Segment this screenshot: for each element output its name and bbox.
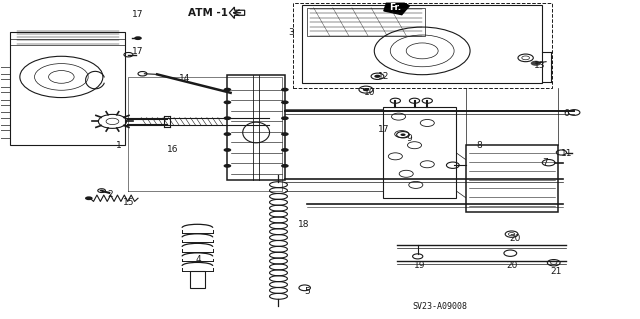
Circle shape [223,100,231,104]
Text: 21: 21 [550,267,562,276]
Circle shape [531,61,541,66]
Bar [189,271,205,288]
Text: 3: 3 [289,28,294,37]
Bar [302,4,541,83]
Text: 19: 19 [414,261,426,271]
Circle shape [223,116,231,120]
Text: SV23-A09008: SV23-A09008 [413,302,468,311]
Circle shape [281,132,289,136]
Bar [466,145,558,212]
Circle shape [223,88,231,92]
Text: 12: 12 [378,72,390,81]
Bar [0,118,10,125]
Text: 20: 20 [509,234,521,243]
Text: 17: 17 [132,47,144,56]
Text: 10: 10 [364,88,376,97]
Circle shape [281,100,289,104]
Circle shape [223,148,231,152]
Circle shape [134,36,142,40]
Bar [0,130,10,138]
Circle shape [100,190,104,192]
Bar [307,8,426,36]
Text: 14: 14 [179,74,190,83]
Bar [383,107,456,197]
Text: 9: 9 [406,134,412,143]
Text: 1: 1 [116,141,122,150]
Text: 17: 17 [132,11,144,19]
Circle shape [281,148,289,152]
Bar [0,105,10,113]
Text: 5: 5 [305,287,310,296]
Circle shape [281,88,289,92]
Circle shape [85,196,93,200]
Text: 15: 15 [123,198,134,207]
Circle shape [223,164,231,168]
Text: 13: 13 [534,61,545,70]
Circle shape [281,116,289,120]
Text: 2: 2 [108,190,113,199]
Bar [227,75,285,180]
Polygon shape [384,3,410,15]
Text: 4: 4 [196,255,202,264]
Bar [0,67,10,74]
Circle shape [281,164,289,168]
Bar [0,79,10,87]
Text: 17: 17 [378,125,390,134]
Text: 11: 11 [561,149,572,158]
Circle shape [223,132,231,136]
Text: Fr.: Fr. [389,3,401,12]
Text: 16: 16 [168,145,179,154]
Bar [293,3,552,88]
Circle shape [401,133,406,136]
Bar [0,92,10,100]
Text: 6: 6 [564,109,570,118]
Text: 20: 20 [506,261,517,271]
Text: 8: 8 [477,141,483,150]
Text: 7: 7 [542,158,548,167]
Text: ATM -1: ATM -1 [188,8,228,18]
Circle shape [363,88,369,91]
Circle shape [374,75,381,78]
Text: 18: 18 [298,220,310,229]
